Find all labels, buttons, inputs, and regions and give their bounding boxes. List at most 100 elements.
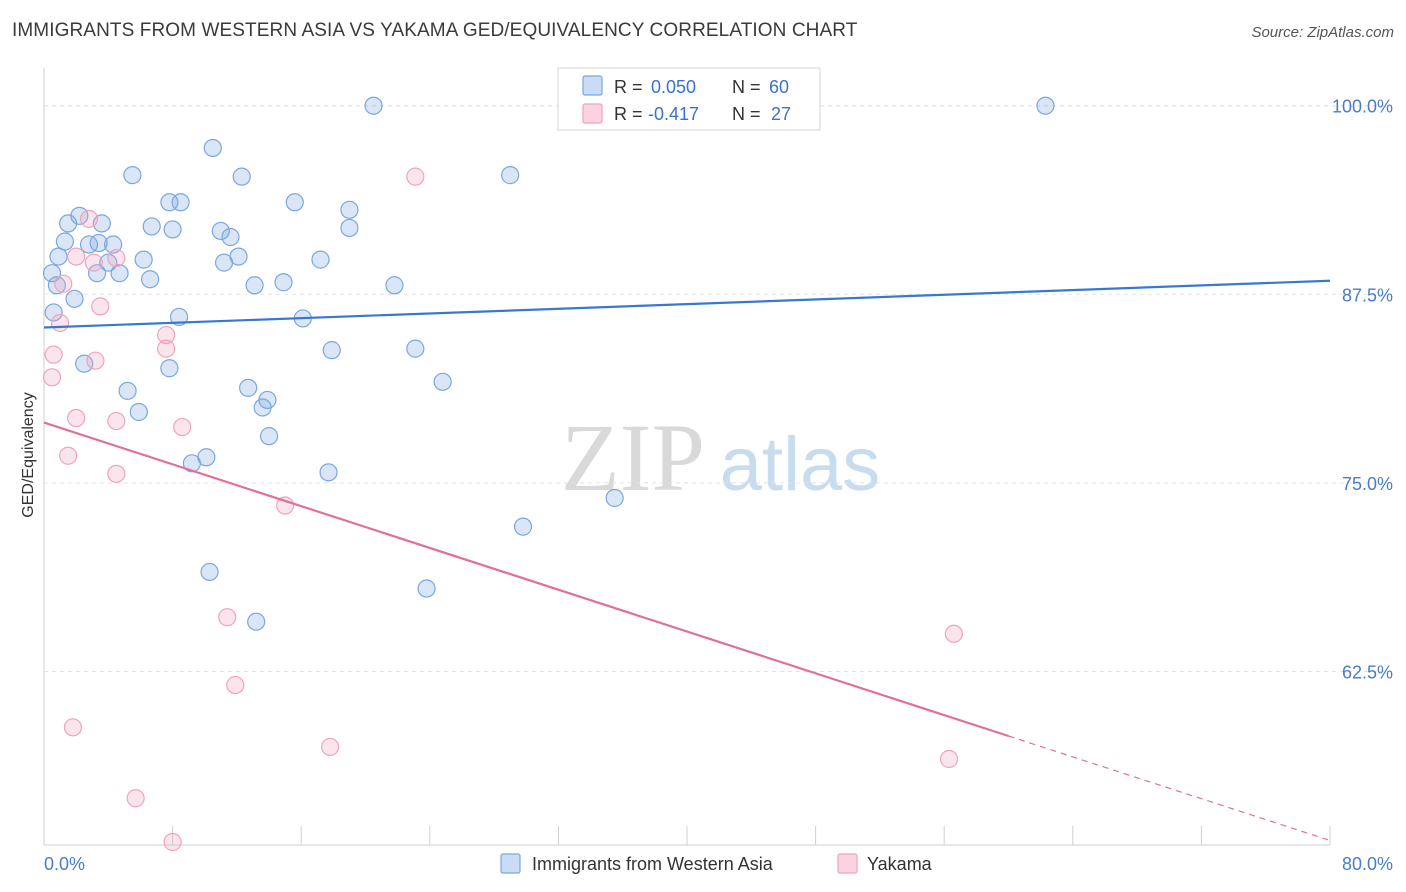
immigrants-point-46 [118,381,137,400]
yakama-trend-line [43,421,1009,738]
immigrants-point-48 [253,398,272,417]
immigrants-point-23 [49,247,68,266]
immigrants-point-53 [319,463,338,482]
immigrants-point-22 [104,235,123,254]
immigrants-point-3 [203,138,222,158]
immigrants-point-0 [364,96,383,115]
yakama-point-23 [939,749,959,769]
immigrants-point-31 [110,264,129,283]
y-tick-label-2: 75.0% [1342,474,1393,494]
yakama-point-5 [91,297,110,316]
immigrants-point-2 [1036,96,1055,115]
immigrants-point-56 [200,562,219,582]
yakama-point-15 [59,446,78,465]
yakama-point-13 [107,411,126,431]
immigrants-point-25 [134,250,153,269]
immigrants-point-52 [182,454,201,473]
immigrants-point-21 [89,233,108,253]
yakama-point-3 [107,249,126,268]
legend-n-value-yakama: 27 [771,104,791,124]
yakama-point-9 [86,351,105,370]
y-tick-label-1: 87.5% [1342,285,1393,305]
legend-r-label-2: R = [614,104,643,124]
x-tick-label-1: 80.0% [1342,854,1393,874]
data-points [42,96,1055,852]
immigrants-point-38 [169,307,189,327]
yakama-point-0 [406,167,425,186]
yakama-point-2 [84,253,103,272]
immigrants-point-9 [285,193,304,212]
correlation-legend: R = 0.050 N = 60 R = -0.417 N = 27 [557,67,821,131]
immigrants-point-8 [171,193,190,212]
yakama-point-24 [126,789,145,808]
yakama-point-4 [54,274,73,293]
yakama-point-14 [173,417,192,437]
immigrants-trend-line [43,279,1331,329]
yakama-point-22 [321,737,340,757]
legend-swatch-immigrants [582,75,603,96]
immigrants-point-12 [59,214,78,233]
yakama-point-20 [226,675,245,695]
immigrants-point-16 [211,221,230,241]
legend-bottom-swatch-immigrants [500,853,521,874]
legend-swatch-yakama [582,103,603,124]
yakama-point-16 [107,464,126,483]
immigrants-point-29 [42,264,62,283]
watermark-zip: ZIP [561,404,705,511]
immigrants-point-6 [501,166,520,185]
y-axis-label: GED/Equivalency [20,392,37,517]
y-tick-label-0: 100.0% [1332,97,1393,117]
immigrants-point-49 [129,402,148,422]
immigrants-point-50 [259,427,279,446]
immigrants-point-27 [229,247,248,266]
immigrants-point-30 [87,264,107,283]
immigrants-point-10 [340,200,359,219]
legend-n-label-1: N = [732,77,761,97]
x-tick-label-0: 0.0% [44,854,85,874]
yakama-point-6 [50,313,70,333]
immigrants-point-17 [221,227,240,247]
immigrants-point-18 [340,218,359,238]
immigrants-point-40 [322,341,341,360]
legend-bottom-label-yakama: Yakama [867,854,933,874]
yakama-point-19 [944,624,963,643]
source-credit: Source: ZipAtlas.com [1251,24,1394,41]
series-legend: Immigrants from Western Asia Yakama [500,853,933,874]
immigrants-point-42 [75,354,94,373]
x-minor-ticks [172,826,1331,845]
immigrants-point-34 [245,276,264,295]
chart-title: IMMIGRANTS FROM WESTERN ASIA VS YAKAMA G… [12,20,858,41]
immigrants-point-41 [406,339,425,358]
yakama-point-10 [157,339,176,358]
x-tick-labels: 0.0% 80.0% [44,854,1393,874]
yakama-trend-extension [1008,735,1331,842]
yakama-point-26 [67,247,86,266]
immigrants-point-36 [385,276,404,295]
immigrants-point-45 [239,378,258,397]
trend-lines [43,279,1331,842]
immigrants-point-5 [232,167,251,186]
legend-n-label-2: N = [732,104,761,124]
watermark-atlas: atlas [720,422,881,507]
immigrants-point-20 [79,235,99,254]
immigrants-point-43 [160,359,179,378]
yakama-point-18 [218,608,237,627]
y-tick-labels: 100.0% 87.5% 75.0% 62.5% [1332,97,1393,683]
immigrants-point-28 [311,250,330,269]
yakama-point-25 [163,832,182,852]
y-tick-label-3: 62.5% [1342,662,1393,682]
yakama-point-12 [67,408,86,428]
legend-n-value-immigrants: 60 [769,77,789,97]
immigrants-point-35 [274,273,293,292]
yakama-point-21 [63,718,83,737]
immigrants-point-19 [55,232,74,251]
yakama-point-11 [42,368,62,387]
legend-r-value-immigrants: 0.050 [651,77,696,97]
immigrants-point-58 [247,612,266,631]
yakama-point-1 [79,209,99,228]
immigrants-point-44 [433,372,452,391]
immigrants-point-59 [44,303,63,322]
immigrants-point-37 [65,289,84,308]
legend-bottom-swatch-yakama [837,853,858,874]
